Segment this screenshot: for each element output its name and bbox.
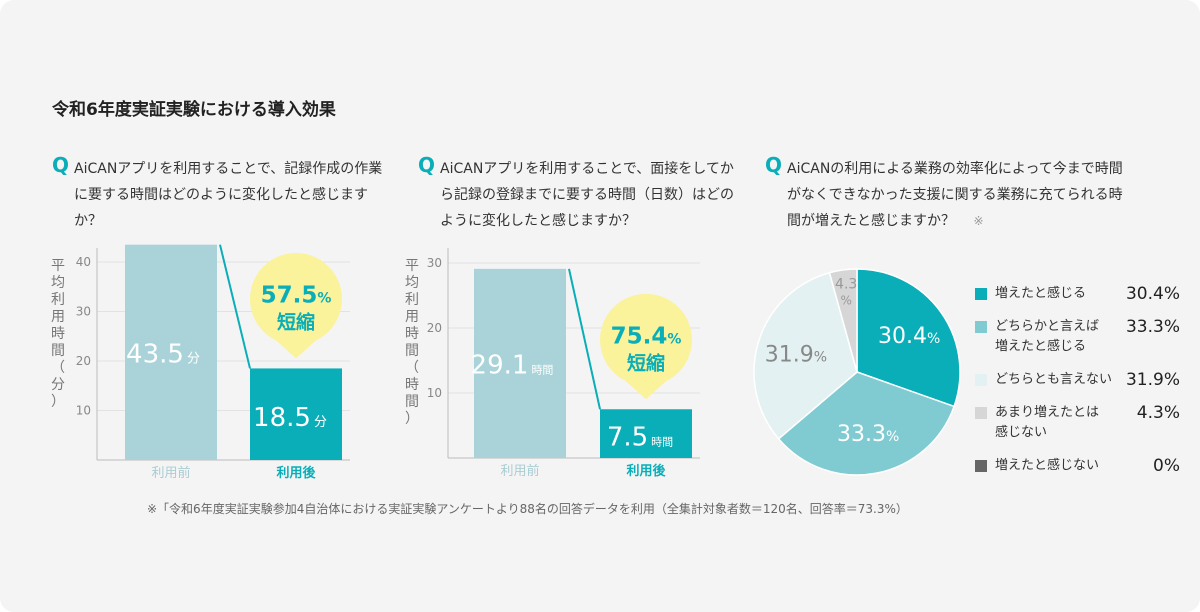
pie-slice — [856, 268, 961, 408]
bar-value-label: 18.5 分 — [253, 403, 327, 433]
y-axis-label-char: 間 — [51, 343, 65, 359]
legend-item: どちらとも言えない 31.9% — [975, 370, 1180, 390]
pie-slice — [753, 271, 858, 440]
y-axis-label-char: 利 — [51, 292, 65, 308]
legend-item: 増えたと感じない 0% — [975, 456, 1180, 476]
y-tick-label: 20 — [427, 321, 442, 335]
y-axis-label-char: 時 — [51, 326, 65, 342]
legend-swatch — [975, 321, 987, 333]
question-text: AiCANアプリを利用することで、記録作成の作業に要する時間はどのように変化した… — [74, 161, 383, 229]
y-axis-label-char: 用 — [405, 309, 419, 325]
note-mark: ※ — [973, 214, 984, 228]
footnote: ※「令和6年度実証実験参加4自治体における実証実験アンケートより88名の回答デー… — [147, 502, 908, 516]
bar-after — [600, 409, 692, 458]
y-axis-label-char: ） — [51, 394, 65, 410]
legend-item: 増えたと感じる 30.4% — [975, 284, 1180, 304]
bar-before — [474, 268, 566, 458]
y-axis-label-char: 利 — [405, 292, 419, 308]
y-axis-label-char: 間 — [405, 394, 419, 410]
trend-line — [219, 244, 251, 369]
question-2: Q AiCANアプリを利用することで、面接をしてから記録の登録までに要する時間（… — [418, 153, 735, 234]
legend-swatch — [975, 374, 987, 386]
callout-text: 短縮 — [277, 310, 315, 333]
callout-bubble — [250, 253, 342, 359]
question-1: Q AiCANアプリを利用することで、記録作成の作業に要する時間はどのように変化… — [52, 153, 384, 234]
y-axis-label-char: 分 — [51, 377, 65, 393]
pie-label-unit: % — [840, 293, 851, 307]
y-tick-label: 10 — [427, 386, 442, 400]
x-category-label: 利用後 — [276, 465, 316, 481]
y-tick-label: 30 — [427, 256, 442, 270]
y-axis-label-char: （ — [405, 360, 419, 376]
legend-value: 30.4% — [1125, 284, 1180, 304]
pie-legend: 増えたと感じる 30.4% どちらかと言えば 増えたと感じる 33.3% どちらとも言えな… — [975, 284, 1180, 489]
y-axis-label-char: 平 — [405, 258, 419, 274]
bar-value-label: 29.1 時間 — [471, 350, 554, 380]
question-text: AiCANアプリを利用することで、面接をしてから記録の登録までに要する時間（日数… — [440, 161, 734, 229]
y-axis-label-char: 均 — [51, 275, 65, 291]
legend-item: あまり増えたとは 感じない 4.3% — [975, 403, 1180, 443]
callout-percent: 75.4% — [611, 323, 682, 349]
legend-label: あまり増えたとは 感じない — [995, 405, 1100, 440]
bar-before — [125, 244, 217, 460]
pie-label: 33.3% — [837, 422, 899, 447]
legend-swatch — [975, 407, 987, 419]
pie-label: 31.9% — [765, 342, 827, 367]
pie-slice — [828, 268, 858, 373]
legend-value: 4.3% — [1136, 403, 1180, 423]
legend-label: 増えたと感じる — [995, 286, 1087, 301]
legend-item: どちらかと言えば 増えたと感じる 33.3% — [975, 317, 1180, 357]
question-3: Q AiCANの利用による業務の効率化によって今まで時間がなくできなかった支援に… — [765, 153, 1127, 234]
callout-percent: 57.5% — [261, 282, 332, 308]
pie-label: 4.3 — [835, 276, 857, 292]
x-category-label: 利用前 — [151, 465, 190, 481]
y-tick-label: 40 — [76, 255, 91, 269]
bar-after — [250, 368, 342, 460]
bar-value-label: 43.5 分 — [126, 339, 200, 369]
y-tick-label: 30 — [76, 305, 91, 319]
bar-value-label: 7.5 時間 — [607, 423, 673, 453]
question-text: AiCANの利用による業務の効率化によって今まで時間がなくできなかった支援に関す… — [787, 161, 1123, 229]
q-mark: Q — [765, 153, 783, 177]
y-axis-label-char: 用 — [51, 309, 65, 325]
legend-label: どちらかと言えば 増えたと感じる — [995, 319, 1100, 354]
y-axis-label-char: 平 — [51, 258, 65, 274]
y-axis-label-char: 時 — [405, 326, 419, 342]
callout-text: 短縮 — [627, 351, 665, 374]
trend-line — [568, 268, 601, 410]
y-axis-label-char: 間 — [405, 343, 419, 359]
legend-label: 増えたと感じない — [995, 458, 1100, 473]
callout-bubble — [600, 293, 692, 400]
x-category-label: 利用前 — [500, 463, 539, 479]
section-title: 令和6年度実証実験における導入効果 — [52, 100, 336, 120]
pie-slice — [777, 371, 956, 476]
y-axis-label-char: ） — [405, 411, 419, 427]
y-axis-label-char: （ — [51, 360, 65, 376]
q-mark: Q — [418, 153, 436, 177]
y-axis-label-char: 時 — [405, 377, 419, 393]
legend-value: 31.9% — [1125, 370, 1180, 390]
legend-value: 33.3% — [1125, 317, 1180, 337]
y-axis-label-char: 均 — [405, 275, 419, 291]
legend-swatch — [975, 288, 987, 300]
y-tick-label: 10 — [76, 404, 91, 418]
pie-label: 30.4% — [878, 324, 940, 349]
legend-label: どちらとも言えない — [995, 372, 1113, 387]
x-category-label: 利用後 — [626, 463, 666, 479]
q-mark: Q — [52, 153, 70, 177]
legend-value: 0% — [1153, 456, 1180, 476]
y-tick-label: 20 — [76, 354, 91, 368]
legend-swatch — [975, 460, 987, 472]
